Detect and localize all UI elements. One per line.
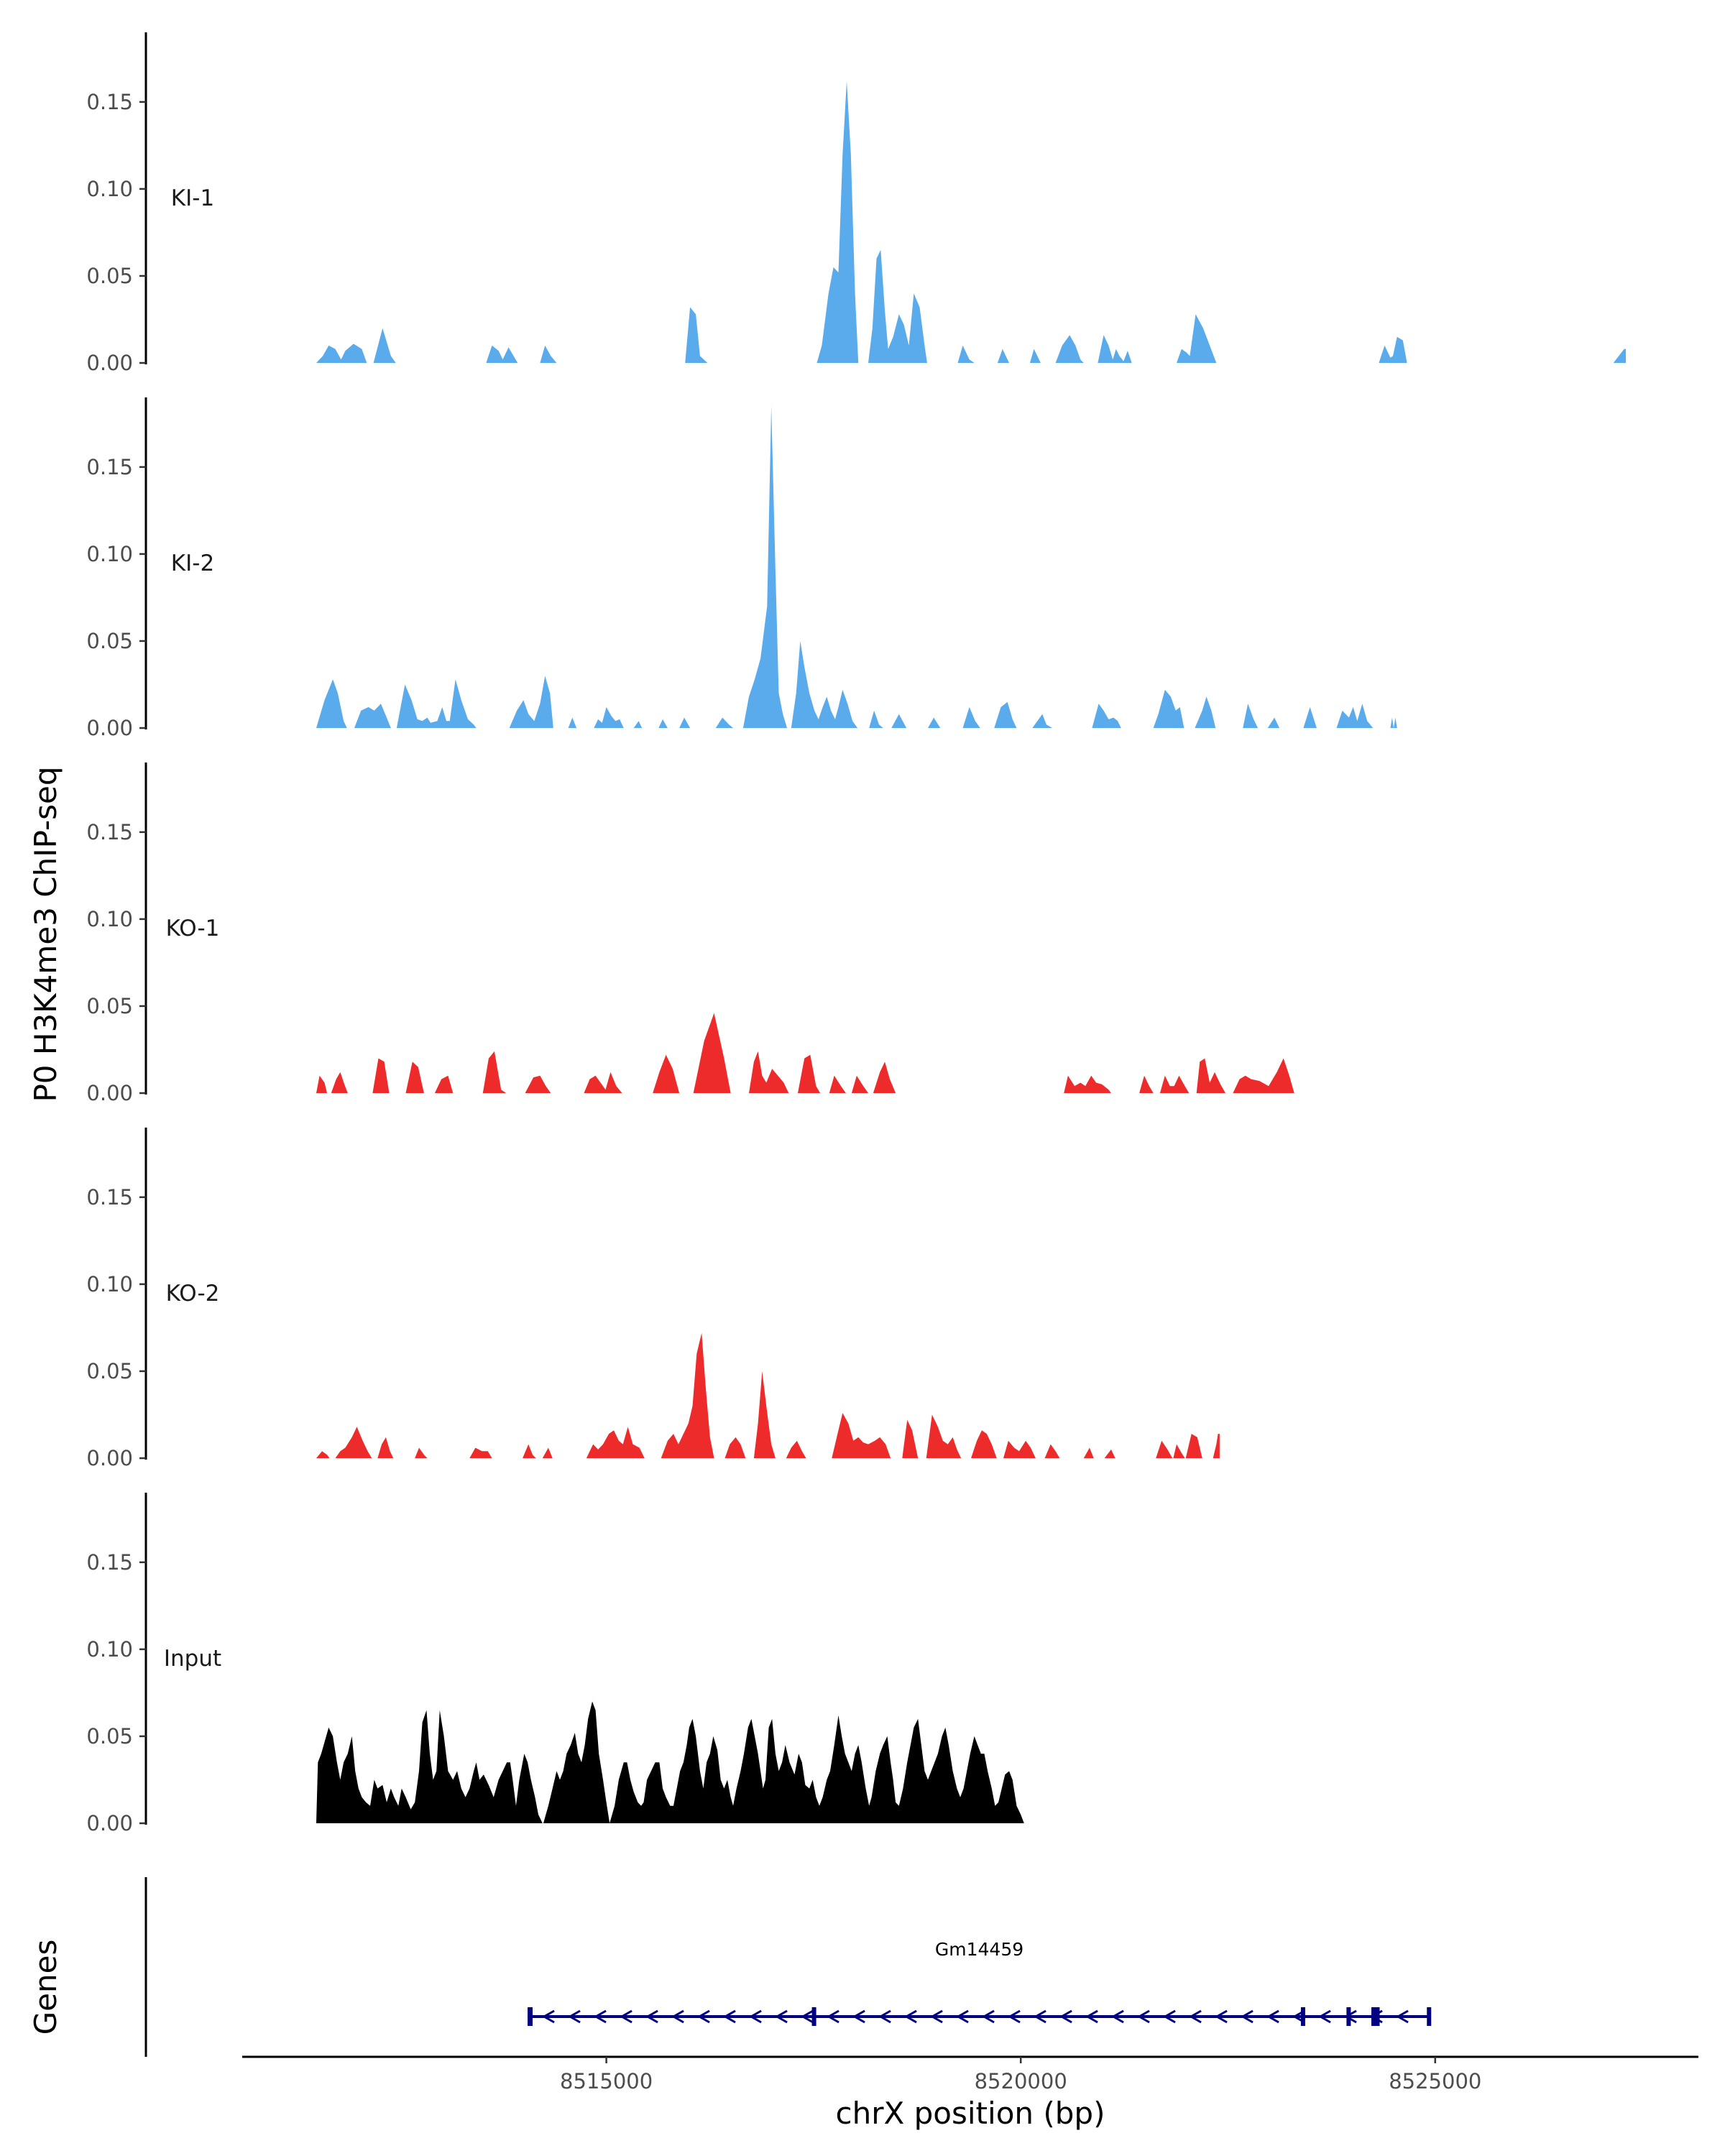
strand-arrow <box>1266 2009 1279 2024</box>
track-ki-1: 0.00 0.05 0.10 0.15 KI-1 <box>86 32 1626 375</box>
genes-track: Gm14459 <box>144 1877 1432 2057</box>
y-tick-label: 0.00 <box>86 1446 133 1470</box>
genes-axis-title: Genes <box>28 1940 63 2035</box>
y-tick-label: 0.15 <box>86 90 133 114</box>
x-tick-label: 8525000 <box>1389 2069 1481 2093</box>
strand-arrow <box>982 2009 995 2024</box>
track-label-input: Input <box>164 1646 221 1672</box>
strand-arrow <box>1008 2009 1021 2024</box>
y-tick-label: 0.10 <box>86 177 133 201</box>
y-tick-label: 0.00 <box>86 716 133 740</box>
strand-arrow <box>620 2009 632 2024</box>
x-tick-label: 8515000 <box>560 2069 653 2093</box>
coverage-area-ki-1 <box>316 80 1626 364</box>
x-tick-label: 8520000 <box>975 2069 1067 2093</box>
y-axis-title: P0 H3K4me3 ChIP-seq <box>28 766 63 1102</box>
strand-arrow <box>1163 2009 1176 2024</box>
y-tick-label: 0.05 <box>86 264 133 288</box>
gene-exon <box>811 2007 816 2026</box>
strand-arrow <box>1318 2009 1331 2024</box>
strand-arrow <box>645 2009 658 2024</box>
strand-arrow <box>801 2009 814 2024</box>
y-tick-label: 0.00 <box>86 351 133 375</box>
strand-arrow <box>723 2009 736 2024</box>
gene-exon <box>1427 2007 1432 2026</box>
track-label-ko-2: KO-2 <box>166 1281 220 1307</box>
y-tick-label: 0.00 <box>86 1811 133 1835</box>
track-label-ki-1: KI-1 <box>171 185 214 211</box>
y-tick-label: 0.10 <box>86 1272 133 1296</box>
gene-exon <box>1371 2007 1380 2026</box>
strand-arrow <box>594 2009 607 2024</box>
strand-arrow <box>904 2009 917 2024</box>
coverage-area-input <box>316 1701 1626 1823</box>
strand-arrow <box>749 2009 762 2024</box>
coverage-tracks: 0.00 0.05 0.10 0.15 KI-1 0.00 0.05 0.10 0.15 KI-2… <box>86 32 1626 1835</box>
strand-arrow <box>1396 2009 1409 2024</box>
strand-arrow <box>1137 2009 1150 2024</box>
track-input: 0.00 0.05 0.10 0.15 Input <box>86 1493 1626 1835</box>
gene-exon <box>1300 2007 1305 2026</box>
y-tick-label: 0.05 <box>86 994 133 1018</box>
strand-arrow <box>542 2009 555 2024</box>
y-tick-label: 0.05 <box>86 1359 133 1383</box>
track-label-ki-2: KI-2 <box>171 550 214 576</box>
strand-arrow <box>1034 2009 1046 2024</box>
y-tick-label: 0.00 <box>86 1081 133 1105</box>
strand-arrow <box>697 2009 710 2024</box>
gene-label: Gm14459 <box>935 1939 1024 1960</box>
y-tick-label: 0.15 <box>86 1550 133 1575</box>
y-tick-label: 0.10 <box>86 1637 133 1662</box>
coverage-area-ki-2 <box>316 406 1626 728</box>
strand-arrow <box>671 2009 684 2024</box>
strand-arrow <box>568 2009 581 2024</box>
strand-arrow <box>1059 2009 1072 2024</box>
strand-arrow <box>1241 2009 1254 2024</box>
strand-arrow <box>852 2009 865 2024</box>
x-axis-title: chrX position (bp) <box>836 2096 1105 2131</box>
strand-arrow <box>775 2009 788 2024</box>
y-tick-label: 0.15 <box>86 820 133 844</box>
track-ko-1: 0.00 0.05 0.10 0.15 KO-1 <box>86 763 1626 1105</box>
y-tick-label: 0.15 <box>86 455 133 479</box>
track-ki-2: 0.00 0.05 0.10 0.15 KI-2 <box>86 397 1626 740</box>
track-ko-2: 0.00 0.05 0.10 0.15 KO-2 <box>86 1128 1220 1470</box>
y-tick-label: 0.05 <box>86 1724 133 1749</box>
y-tick-label: 0.10 <box>86 907 133 931</box>
y-tick-label: 0.05 <box>86 629 133 653</box>
strand-arrow <box>930 2009 943 2024</box>
gene-gm14459: Gm14459 <box>528 1939 1432 2026</box>
strand-arrow <box>1189 2009 1202 2024</box>
x-axis: 8515000 8520000 8525000 <box>242 2055 1698 2093</box>
y-tick-label: 0.10 <box>86 542 133 566</box>
strand-arrow <box>1085 2009 1098 2024</box>
strand-arrow <box>1215 2009 1228 2024</box>
strand-arrow <box>1344 2009 1357 2024</box>
strand-arrow <box>827 2009 840 2024</box>
coverage-area-ko-1 <box>316 1013 1626 1093</box>
track-label-ko-1: KO-1 <box>166 916 220 941</box>
gene-exon <box>528 2007 533 2026</box>
strand-arrow <box>878 2009 891 2024</box>
y-tick-label: 0.15 <box>86 1185 133 1210</box>
strand-arrow <box>1111 2009 1124 2024</box>
coverage-area-ko-2 <box>316 1332 1220 1458</box>
gene-exon <box>1346 2007 1351 2026</box>
strand-arrow <box>956 2009 969 2024</box>
